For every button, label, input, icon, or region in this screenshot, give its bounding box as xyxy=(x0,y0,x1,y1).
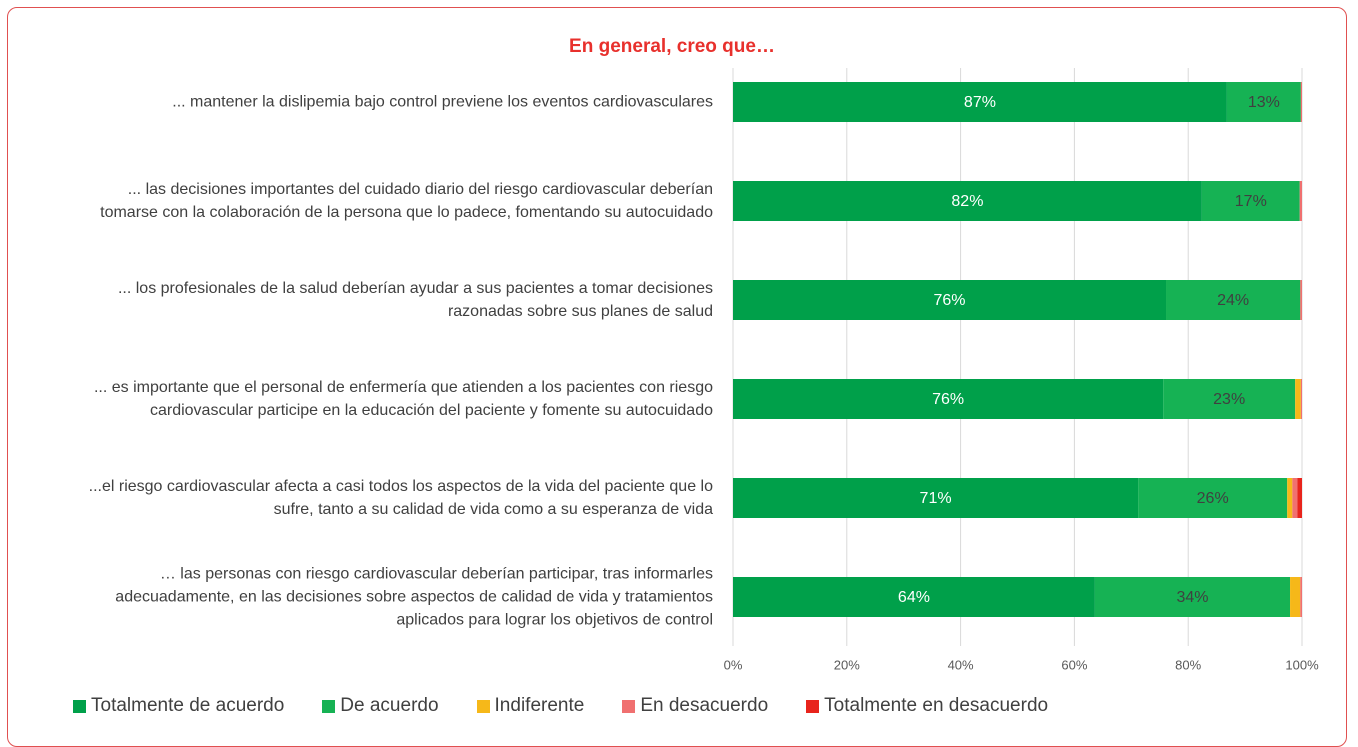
legend: Totalmente de acuerdo De acuerdo Indiferen… xyxy=(73,695,1048,717)
legend-label: Indiferente xyxy=(494,695,585,716)
bar-segment xyxy=(733,280,1167,320)
bar-segment xyxy=(1300,82,1302,122)
legend-label: De acuerdo xyxy=(340,695,439,716)
data-label: 76% xyxy=(933,292,965,309)
bar-segment xyxy=(1290,577,1301,617)
legend-item: Totalmente de acuerdo xyxy=(73,695,284,717)
legend-swatch xyxy=(322,699,336,713)
x-tick-label: 20% xyxy=(834,657,860,672)
x-tick-label: 100% xyxy=(1285,657,1319,672)
category-label: ... mantener la dislipemia bajo control … xyxy=(172,93,713,111)
data-label: 13% xyxy=(1248,94,1280,111)
data-label: 82% xyxy=(951,193,983,210)
bar-segment xyxy=(1163,379,1296,419)
bar-segment xyxy=(1094,577,1291,617)
legend-item: En desacuerdo xyxy=(622,695,768,717)
bar-segment xyxy=(1300,379,1302,419)
data-label: 17% xyxy=(1235,193,1267,210)
bar-segment xyxy=(1287,478,1293,518)
bar-segment xyxy=(733,181,1202,221)
legend-item: De acuerdo xyxy=(322,695,439,717)
legend-item: Indiferente xyxy=(476,695,585,717)
bar-segment xyxy=(733,577,1095,617)
x-tick-label: 0% xyxy=(724,657,743,672)
data-label: 87% xyxy=(964,94,996,111)
legend-swatch xyxy=(73,699,86,713)
data-label: 76% xyxy=(932,391,964,408)
category-label: … las personas con riesgo cardiovascular… xyxy=(115,565,713,629)
bar-segment xyxy=(1295,379,1301,419)
x-tick-label: 40% xyxy=(948,657,974,672)
bar-segment xyxy=(1292,478,1298,518)
bar-segment xyxy=(733,82,1227,122)
bar-segment xyxy=(1226,82,1301,122)
data-label: 64% xyxy=(898,589,930,606)
data-label: 26% xyxy=(1197,490,1229,507)
data-label: 34% xyxy=(1176,589,1208,606)
legend-swatch xyxy=(476,699,490,713)
x-tick-label: 80% xyxy=(1175,657,1201,672)
chart-title: En general, creo que… xyxy=(569,36,775,57)
bar-segment xyxy=(1166,280,1301,320)
bar-segment xyxy=(1300,577,1302,617)
bar-segment xyxy=(1299,181,1302,221)
x-tick-label: 60% xyxy=(1061,657,1087,672)
legend-label: En desacuerdo xyxy=(640,695,769,716)
category-label: ... los profesionales de la salud deberí… xyxy=(117,280,713,320)
legend-swatch xyxy=(806,699,820,713)
bar-segment xyxy=(1297,478,1302,518)
bar-segment xyxy=(1300,280,1302,320)
category-label: ...el riesgo cardiovascular afecta a cas… xyxy=(88,478,713,518)
legend-label: Totalmente en desacuerdo xyxy=(824,695,1049,716)
bar-segment xyxy=(733,478,1139,518)
legend-swatch xyxy=(622,699,636,713)
category-label: ... es importante que el personal de enf… xyxy=(93,379,713,419)
data-label: 71% xyxy=(920,490,952,507)
bar-segment xyxy=(733,379,1164,419)
legend-label: Totalmente de acuerdo xyxy=(91,695,285,716)
legend-item: Totalmente en desacuerdo xyxy=(806,695,1048,717)
data-label: 24% xyxy=(1217,292,1249,309)
bar-segment xyxy=(1138,478,1288,518)
data-label: 23% xyxy=(1213,391,1245,408)
category-label: ... las decisiones importantes del cuida… xyxy=(100,181,713,221)
bar-segment xyxy=(1201,181,1300,221)
